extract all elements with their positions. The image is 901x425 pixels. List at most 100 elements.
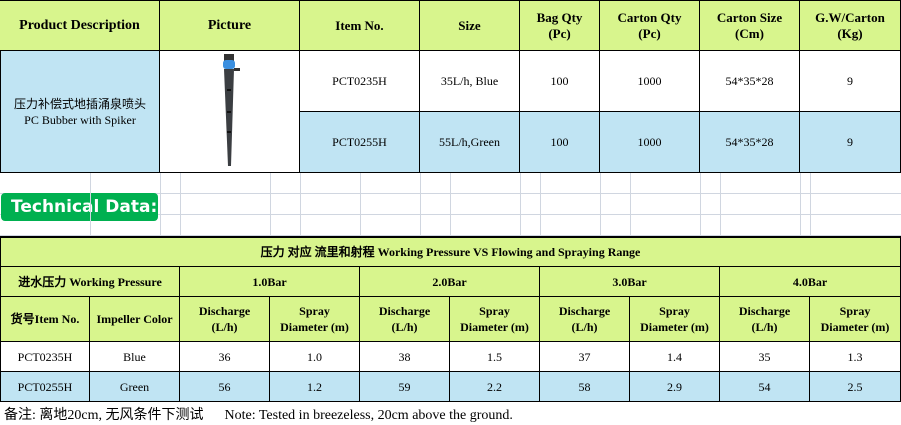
tech-row-value: 1.4: [630, 342, 720, 372]
col-impeller-color: Impeller Color: [90, 297, 180, 342]
grid-line: [360, 172, 361, 236]
pressure-3: 4.0Bar: [720, 267, 901, 297]
tech-row-value: 38: [360, 342, 450, 372]
grid-line: [270, 172, 271, 236]
col-spray-diameter: Spray Diameter (m): [270, 297, 360, 342]
col-spray-diameter-text: Spray Diameter (m): [820, 304, 890, 334]
product-row-0-cell-2-text: 100: [550, 74, 569, 88]
product-row-0-cell-4-text: 54*35*28: [725, 74, 774, 88]
col-discharge-text: Discharge (L/h): [378, 304, 431, 334]
col-spray-diameter: Spray Diameter (m): [450, 297, 540, 342]
tech-row-value-text: 35: [758, 349, 771, 364]
product-row-1-cell-5-text: 9: [847, 135, 853, 149]
tech-row-value: 37: [540, 342, 630, 372]
product-row-0-cell-5: 9: [800, 51, 901, 112]
grid-line: [630, 172, 631, 236]
tech-row-color: Green: [90, 372, 180, 402]
pressure-1-text: 2.0Bar: [432, 274, 467, 289]
col-discharge: Discharge (L/h): [720, 297, 810, 342]
pressure-2: 3.0Bar: [540, 267, 720, 297]
product-row-1-cell-3-text: 1000: [637, 135, 662, 149]
grid-line: [810, 172, 811, 236]
grid-line: [450, 172, 451, 236]
product-row-0-cell-1-text: 35L/h, Blue: [440, 74, 499, 88]
pressure-2-text: 3.0Bar: [612, 274, 647, 289]
product-row-0-cell-4: 54*35*28: [700, 51, 800, 112]
header-2-text: Item No.: [335, 17, 384, 33]
tech-row-value: 2.5: [810, 372, 901, 402]
col-discharge-text: Discharge (L/h): [558, 304, 611, 334]
tech-row-value: 54: [720, 372, 810, 402]
product-row-0-cell-3: 1000: [600, 51, 700, 112]
grid-line: [600, 172, 601, 236]
header-4: Bag Qty (Pc): [520, 0, 600, 51]
header-5-text: Carton Qty (Pc): [617, 9, 682, 41]
tech-row-value-text: 56: [218, 379, 231, 394]
tech-title-text: 压力 对应 流里和射程 Working Pressure VS Flowing …: [260, 245, 641, 259]
product-row-0-cell-0-text: PCT0235H: [332, 74, 387, 88]
product-row-1-cell-5: 9: [800, 112, 901, 173]
col-discharge: Discharge (L/h): [360, 297, 450, 342]
grid-line: [800, 172, 801, 236]
technical-data-label: Technical Data:: [1, 193, 158, 221]
tech-row-value: 1.3: [810, 342, 901, 372]
product-row-1-cell-2: 100: [520, 112, 600, 173]
header-7: G.W/Carton (Kg): [800, 0, 901, 51]
pressure-label-text: 进水压力 Working Pressure: [18, 274, 162, 289]
grid-line: [300, 172, 301, 236]
pressure-3-text: 4.0Bar: [792, 274, 828, 289]
product-row-1-cell-1: 55L/h,Green: [420, 112, 520, 173]
grid-line: [700, 172, 701, 236]
product-row-1-cell-0-text: PCT0255H: [332, 135, 387, 149]
col-item-text: 货号Item No.: [10, 312, 80, 326]
tech-row-value-text: 1.0: [307, 349, 322, 364]
description-cn: 压力补偿式地插涌泉喷头: [13, 96, 146, 111]
tech-row-item-text: PCT0235H: [17, 349, 73, 364]
product-row-0-cell-1: 35L/h, Blue: [420, 51, 520, 112]
header-0-text: Product Description: [19, 17, 140, 33]
product-row-0-cell-0: PCT0235H: [300, 51, 420, 112]
tech-row-value: 2.9: [630, 372, 720, 402]
header-3-text: Size: [458, 17, 481, 33]
tech-row-value-text: 2.9: [667, 379, 682, 394]
tech-row-item: PCT0235H: [0, 342, 90, 372]
grid-line: [420, 172, 421, 236]
tech-row-value-text: 1.3: [847, 349, 863, 364]
tech-row-value: 1.2: [270, 372, 360, 402]
header-4-text: Bag Qty (Pc): [536, 9, 583, 41]
tech-row-value: 1.5: [450, 342, 540, 372]
product-row-1-cell-3: 1000: [600, 112, 700, 173]
header-7-text: G.W/Carton (Kg): [815, 9, 885, 41]
col-spray-diameter-text: Spray Diameter (m): [640, 304, 709, 334]
col-spray-diameter-text: Spray Diameter (m): [460, 304, 529, 334]
grid-line: [160, 172, 161, 236]
tech-row-value-text: 37: [578, 349, 591, 364]
tech-row-color: Blue: [90, 342, 180, 372]
grid-line: [180, 172, 181, 236]
product-description: 压力补偿式地插涌泉喷头 PC Bubber with Spiker: [0, 51, 160, 173]
col-impeller-color-text: Impeller Color: [96, 312, 173, 326]
grid-line: [720, 172, 721, 236]
col-spray-diameter-text: Spray Diameter (m): [280, 304, 349, 334]
header-2: Item No.: [300, 0, 420, 51]
tech-row-value-text: 58: [578, 379, 591, 394]
pressure-label: 进水压力 Working Pressure: [0, 267, 180, 297]
tech-row-color-text: Green: [119, 379, 150, 394]
col-item: 货号Item No.: [0, 297, 90, 342]
tech-row-item-text: PCT0255H: [17, 379, 73, 394]
product-row-0-cell-3-text: 1000: [637, 74, 662, 88]
tech-row-value: 35: [720, 342, 810, 372]
tech-row-value: 56: [180, 372, 270, 402]
pressure-1: 2.0Bar: [360, 267, 540, 297]
product-row-0-cell-2: 100: [520, 51, 600, 112]
header-5: Carton Qty (Pc): [600, 0, 700, 51]
grid-line: [540, 172, 541, 236]
tech-row-value-text: 38: [398, 349, 411, 364]
tech-row-value-text: 54: [758, 379, 771, 394]
header-6: Carton Size (Cm): [700, 0, 800, 51]
tech-row-value: 58: [540, 372, 630, 402]
tech-row-value-text: 2.2: [487, 379, 502, 394]
product-row-1-cell-2-text: 100: [550, 135, 569, 149]
tech-row-value-text: 2.5: [847, 379, 863, 394]
header-3: Size: [420, 0, 520, 51]
